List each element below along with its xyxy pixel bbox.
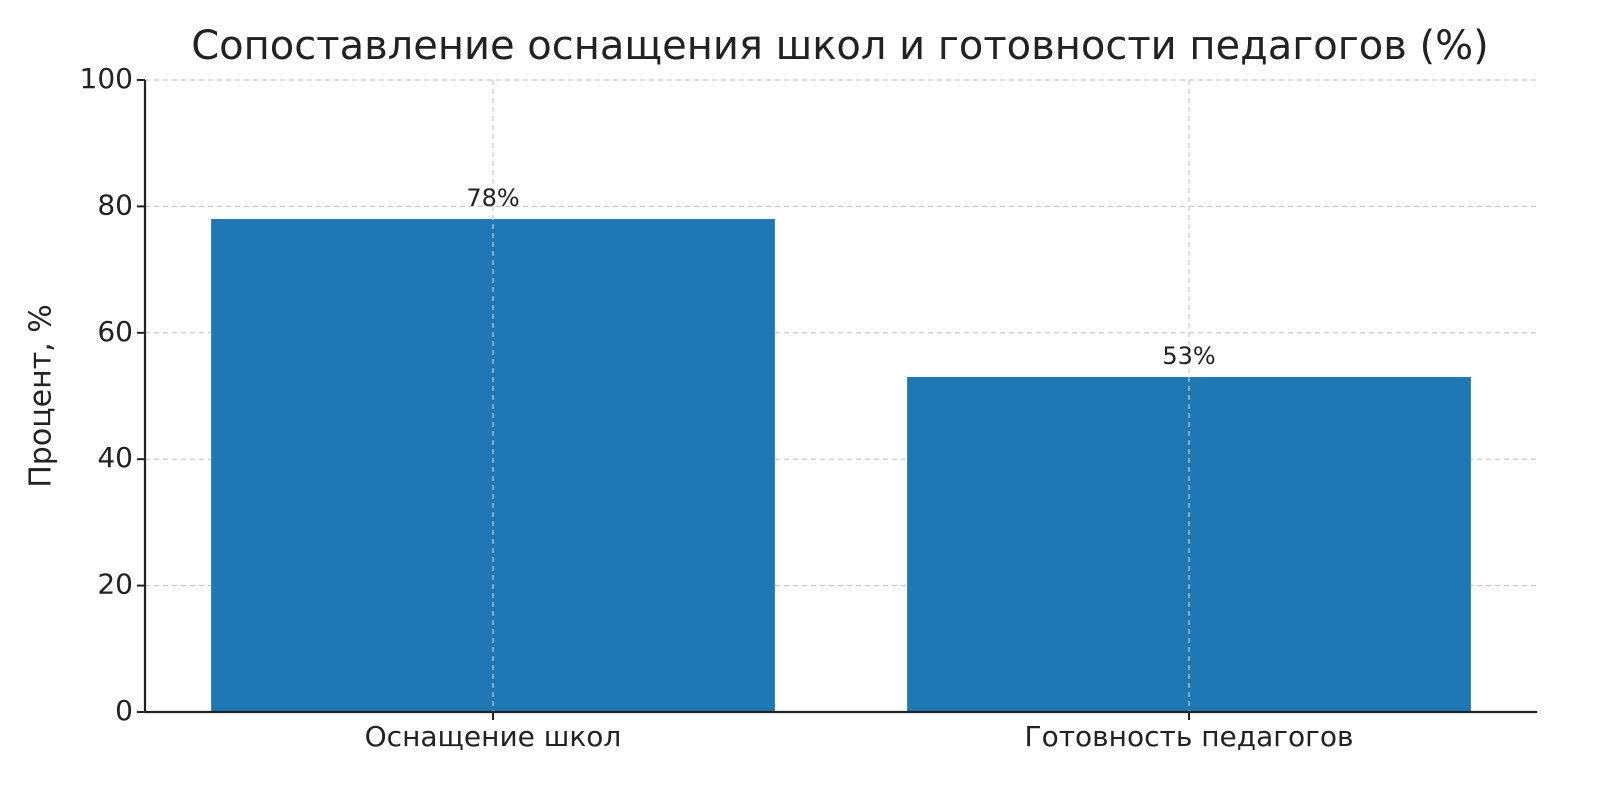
value-label: 53% (1162, 342, 1215, 370)
y-axis-label: Процент, % (24, 304, 59, 488)
y-tick-label: 60 (97, 315, 133, 348)
y-tick-label: 20 (97, 568, 133, 601)
value-label: 78% (466, 184, 519, 212)
x-tick-label: Готовность педагогов (1025, 720, 1354, 753)
x-tick-label: Оснащение школ (365, 720, 622, 753)
bar (907, 377, 1471, 712)
y-tick-label: 100 (80, 62, 133, 95)
y-tick-label: 80 (97, 188, 133, 221)
y-tick-label: 40 (97, 441, 133, 474)
chart-title: Сопоставление оснащения школ и готовност… (191, 23, 1489, 69)
y-tick-label: 0 (115, 694, 133, 727)
